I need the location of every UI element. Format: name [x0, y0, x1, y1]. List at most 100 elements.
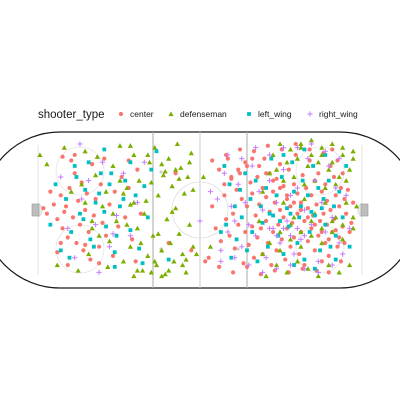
shot-left_wing-26: [91, 244, 96, 249]
shot-defenseman-71: [131, 200, 137, 205]
shot-right_wing-15: [110, 231, 116, 237]
shot-left_wing-83: [154, 149, 159, 154]
shot-center-36: [69, 158, 74, 163]
shot-center-191: [277, 185, 283, 191]
shot-defenseman-70: [124, 222, 130, 227]
shot-left_wing-35: [332, 204, 336, 209]
shot-defenseman-110: [308, 233, 314, 238]
shot-center-153: [351, 200, 356, 205]
shot-center-109: [262, 156, 267, 161]
shot-defenseman-114: [350, 225, 356, 231]
shot-center-5: [65, 235, 70, 240]
shot-right_wing-21: [326, 163, 332, 169]
shot-left_wing-39: [321, 197, 326, 201]
shot-center-175: [230, 270, 236, 275]
shot-center-184: [326, 237, 331, 242]
shot-center-140: [210, 204, 215, 209]
shot-defenseman-124: [333, 214, 339, 220]
shot-defenseman-38: [178, 165, 184, 170]
shot-center-81: [295, 211, 300, 216]
shot-left_wing-66: [250, 230, 255, 234]
shot-defenseman-65: [96, 233, 102, 238]
shot-defenseman-66: [82, 200, 88, 205]
shot-defenseman-51: [120, 190, 127, 196]
shot-points: [37, 137, 360, 279]
shot-center-34: [138, 211, 143, 216]
shot-left_wing-19: [142, 184, 147, 189]
shot-left_wing-76: [224, 222, 228, 227]
shot-defenseman-135: [298, 229, 304, 235]
shot-left_wing-55: [279, 175, 284, 179]
shot-defenseman-142: [134, 267, 140, 273]
shot-center-177: [217, 264, 222, 269]
shot-defenseman-93: [322, 185, 328, 191]
shot-right_wing-61: [308, 141, 314, 147]
legend: shooter_type center defenseman left_wing ri…: [38, 109, 358, 121]
shot-left_wing-86: [312, 266, 317, 271]
legend-label-center: center: [130, 109, 154, 119]
shot-left_wing-82: [140, 261, 145, 266]
shot-right_wing-52: [218, 258, 224, 264]
shot-center-86: [288, 204, 293, 209]
shot-right_wing-49: [228, 203, 234, 209]
shot-center-195: [250, 156, 255, 161]
shot-right_wing-23: [319, 200, 325, 206]
shot-center-19: [93, 196, 98, 202]
shot-left_wing-7: [83, 187, 88, 192]
legend-key-defenseman: [168, 111, 174, 117]
shot-right_wing-77: [287, 233, 294, 239]
rink-outline: [0, 131, 400, 289]
shot-left_wing-68: [245, 248, 249, 253]
shot-defenseman-40: [181, 190, 187, 196]
shot-left_wing-21: [149, 167, 154, 172]
shot-center-4: [63, 204, 69, 209]
shot-defenseman-133: [277, 229, 283, 235]
shot-right_wing-13: [77, 141, 83, 147]
shot-defenseman-12: [117, 143, 123, 148]
shot-right_wing-4: [86, 178, 92, 184]
shot-center-75: [302, 262, 307, 268]
shot-center-155: [345, 187, 350, 192]
shot-defenseman-43: [186, 222, 193, 227]
shot-center-158: [338, 259, 344, 264]
shot-defenseman-37: [176, 231, 182, 236]
shot-center-137: [218, 239, 223, 244]
shot-center-134: [225, 156, 230, 161]
shot-left_wing-47: [300, 178, 305, 183]
shot-center-14: [83, 207, 88, 213]
shot-right_wing-25: [312, 178, 318, 184]
shot-defenseman-96: [270, 152, 276, 158]
shot-left_wing-94: [278, 219, 282, 223]
shot-right_wing-5: [93, 222, 99, 228]
shot-left_wing-81: [128, 160, 133, 165]
shot-left_wing-22: [67, 255, 72, 260]
shot-defenseman-6: [89, 225, 95, 231]
shot-center-22: [100, 220, 105, 225]
shot-center-149: [96, 261, 102, 266]
shot-left_wing-72: [234, 237, 239, 242]
shot-center-38: [62, 209, 67, 214]
shot-right_wing-56: [340, 251, 346, 257]
shot-center-185: [319, 229, 324, 235]
shot-left_wing-34: [333, 233, 338, 238]
shot-center-37: [88, 257, 93, 262]
shot-right_wing-45: [242, 200, 248, 206]
shot-center-152: [347, 229, 352, 235]
shot-right_wing-78: [280, 225, 287, 231]
shot-defenseman-111: [319, 240, 325, 246]
shot-defenseman-119: [280, 200, 287, 205]
shot-right_wing-18: [336, 240, 342, 246]
shot-center-53: [326, 253, 331, 258]
shot-center-6: [67, 185, 72, 191]
shot-defenseman-34: [171, 258, 177, 264]
shot-defenseman-98: [273, 262, 280, 268]
shot-defenseman-78: [329, 141, 335, 147]
shot-defenseman-76: [308, 152, 314, 158]
shot-defenseman-45: [190, 244, 196, 249]
shot-left_wing-16: [128, 228, 133, 233]
shot-center-156: [342, 240, 347, 246]
shot-defenseman-149: [186, 159, 193, 165]
shot-left_wing-62: [260, 220, 265, 225]
shot-right_wing-40: [260, 207, 266, 213]
shot-center-117: [251, 255, 257, 260]
